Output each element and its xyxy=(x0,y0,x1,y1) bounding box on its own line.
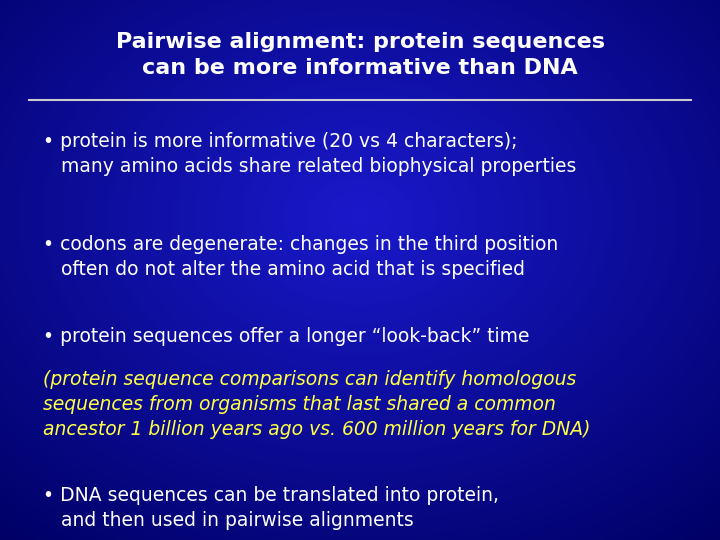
Text: (protein sequence comparisons can identify homologous
sequences from organisms t: (protein sequence comparisons can identi… xyxy=(43,370,590,439)
Text: Pairwise alignment: protein sequences
can be more informative than DNA: Pairwise alignment: protein sequences ca… xyxy=(115,32,605,78)
Text: • protein sequences offer a longer “look-back” time: • protein sequences offer a longer “look… xyxy=(43,327,530,346)
Text: • DNA sequences can be translated into protein,
   and then used in pairwise ali: • DNA sequences can be translated into p… xyxy=(43,486,499,530)
Text: • protein is more informative (20 vs 4 characters);
   many amino acids share re: • protein is more informative (20 vs 4 c… xyxy=(43,132,577,176)
Text: • codons are degenerate: changes in the third position
   often do not alter the: • codons are degenerate: changes in the … xyxy=(43,235,559,279)
